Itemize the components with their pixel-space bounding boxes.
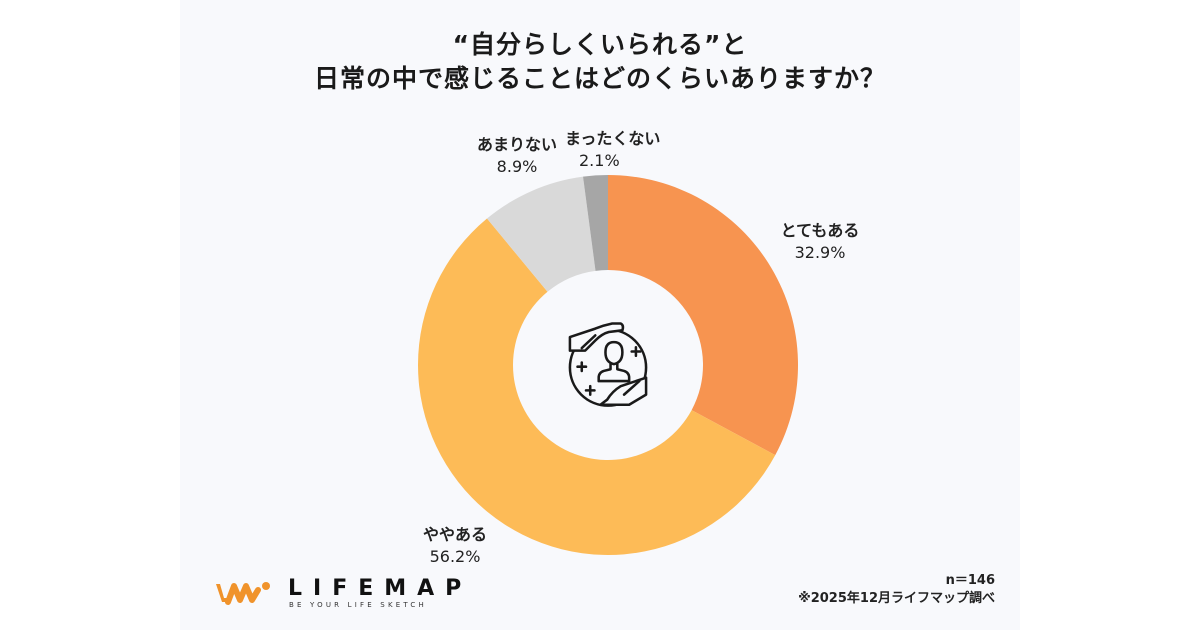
label-pct: 8.9% <box>496 157 538 176</box>
donut-slice <box>486 176 596 292</box>
label-name: あまりない <box>476 135 557 154</box>
label-pct: 2.1% <box>579 151 620 170</box>
chart-title-line2: 日常の中で感じることはどのくらいありますか？ <box>313 64 886 93</box>
label-name: ややある <box>422 525 487 544</box>
logo-tagline: BE YOUR LIFE SKETCH <box>289 601 427 609</box>
label-name: まったくない <box>565 129 661 148</box>
label-pct: 32.9% <box>794 243 846 262</box>
source-note: ※2025年12月ライフマップ調べ <box>798 591 995 606</box>
person-protected-by-hands-icon <box>568 322 648 407</box>
label-amari-nai: あまりない 8.9% <box>462 134 572 178</box>
donut-chart <box>418 175 798 555</box>
donut-slice <box>418 218 776 555</box>
donut-slice <box>608 175 798 456</box>
label-yaya-aru: ややある 56.2% <box>400 524 510 568</box>
lifemap-logo-icon <box>216 582 270 605</box>
label-name: とてもある <box>780 221 860 240</box>
label-totemo-aru: とてもある 32.9% <box>765 220 875 264</box>
sample-size: n＝146 <box>945 573 995 588</box>
chart-title-line1: “自分らしくいられる”と <box>452 30 748 59</box>
label-pct: 56.2% <box>429 547 481 566</box>
logo-wordmark: LIFEMAP <box>288 576 473 601</box>
label-mattaku-nai: まったくない 2.1% <box>565 128 705 172</box>
donut-slice <box>583 175 608 271</box>
